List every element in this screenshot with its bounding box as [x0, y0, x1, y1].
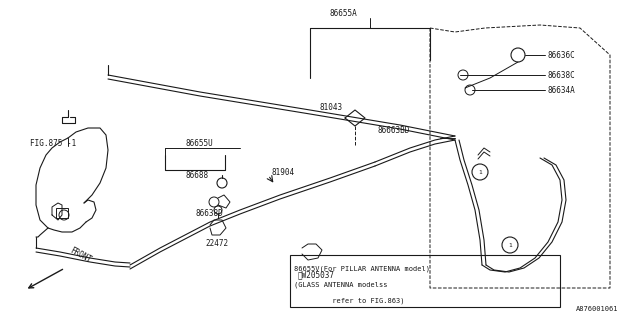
- Text: (GLASS ANTENNA modelss: (GLASS ANTENNA modelss: [294, 281, 387, 287]
- Text: 86688: 86688: [185, 171, 208, 180]
- Bar: [290, 255, 560, 307]
- Text: ①W205037: ①W205037: [298, 270, 335, 279]
- Text: 86663BD: 86663BD: [378, 125, 410, 134]
- Text: 86636C: 86636C: [548, 51, 576, 60]
- Text: 1: 1: [478, 170, 482, 174]
- Text: FIG.875 -1: FIG.875 -1: [30, 139, 76, 148]
- Text: A876001061: A876001061: [575, 306, 618, 312]
- Text: 86638D: 86638D: [195, 209, 223, 218]
- Text: 86634A: 86634A: [548, 85, 576, 94]
- Text: 1: 1: [508, 243, 512, 247]
- Text: 86655A: 86655A: [330, 9, 358, 18]
- Text: 22472: 22472: [205, 238, 228, 247]
- Text: 86638C: 86638C: [548, 70, 576, 79]
- Text: FRONT: FRONT: [68, 246, 93, 265]
- Bar: [56, 208, 68, 218]
- Text: 86655U: 86655U: [185, 139, 212, 148]
- Text: 81904: 81904: [272, 167, 295, 177]
- Text: 81043: 81043: [320, 102, 343, 111]
- Text: refer to FIG.863): refer to FIG.863): [294, 297, 404, 303]
- Text: 86655V(For PILLAR ANTENNA model): 86655V(For PILLAR ANTENNA model): [294, 265, 430, 271]
